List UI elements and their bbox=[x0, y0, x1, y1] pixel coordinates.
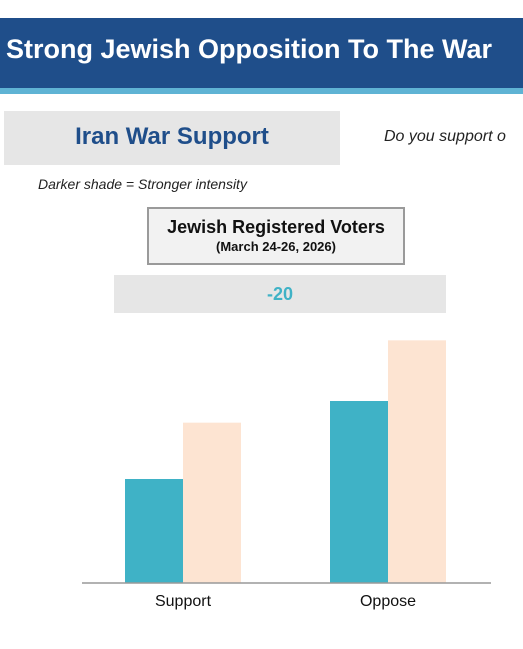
bar-oppose-series-2 bbox=[388, 340, 446, 583]
net-value: -20 bbox=[266, 284, 293, 304]
subtitle: Iran War Support bbox=[75, 123, 269, 150]
header-banner: Strong Jewish Opposition To The War bbox=[0, 18, 523, 88]
intensity-note: Darker shade = Stronger intensity bbox=[38, 176, 247, 192]
subtitle-box: Iran War Support bbox=[4, 111, 340, 165]
group-box: Jewish Registered Voters (March 24-26, 2… bbox=[147, 207, 405, 265]
net-box: -20 bbox=[114, 275, 446, 313]
group-date: (March 24-26, 2026) bbox=[216, 239, 336, 254]
page-title: Strong Jewish Opposition To The War bbox=[6, 34, 492, 64]
bar-support-series-2 bbox=[183, 422, 241, 583]
bar-support-series-1 bbox=[125, 479, 183, 583]
survey-question: Do you support o bbox=[384, 128, 506, 145]
header-stripe bbox=[0, 88, 523, 94]
x-tick-label: Support bbox=[155, 593, 212, 610]
bar-oppose-series-1 bbox=[330, 401, 388, 583]
group-title: Jewish Registered Voters bbox=[167, 217, 385, 237]
x-tick-label: Oppose bbox=[360, 593, 416, 610]
